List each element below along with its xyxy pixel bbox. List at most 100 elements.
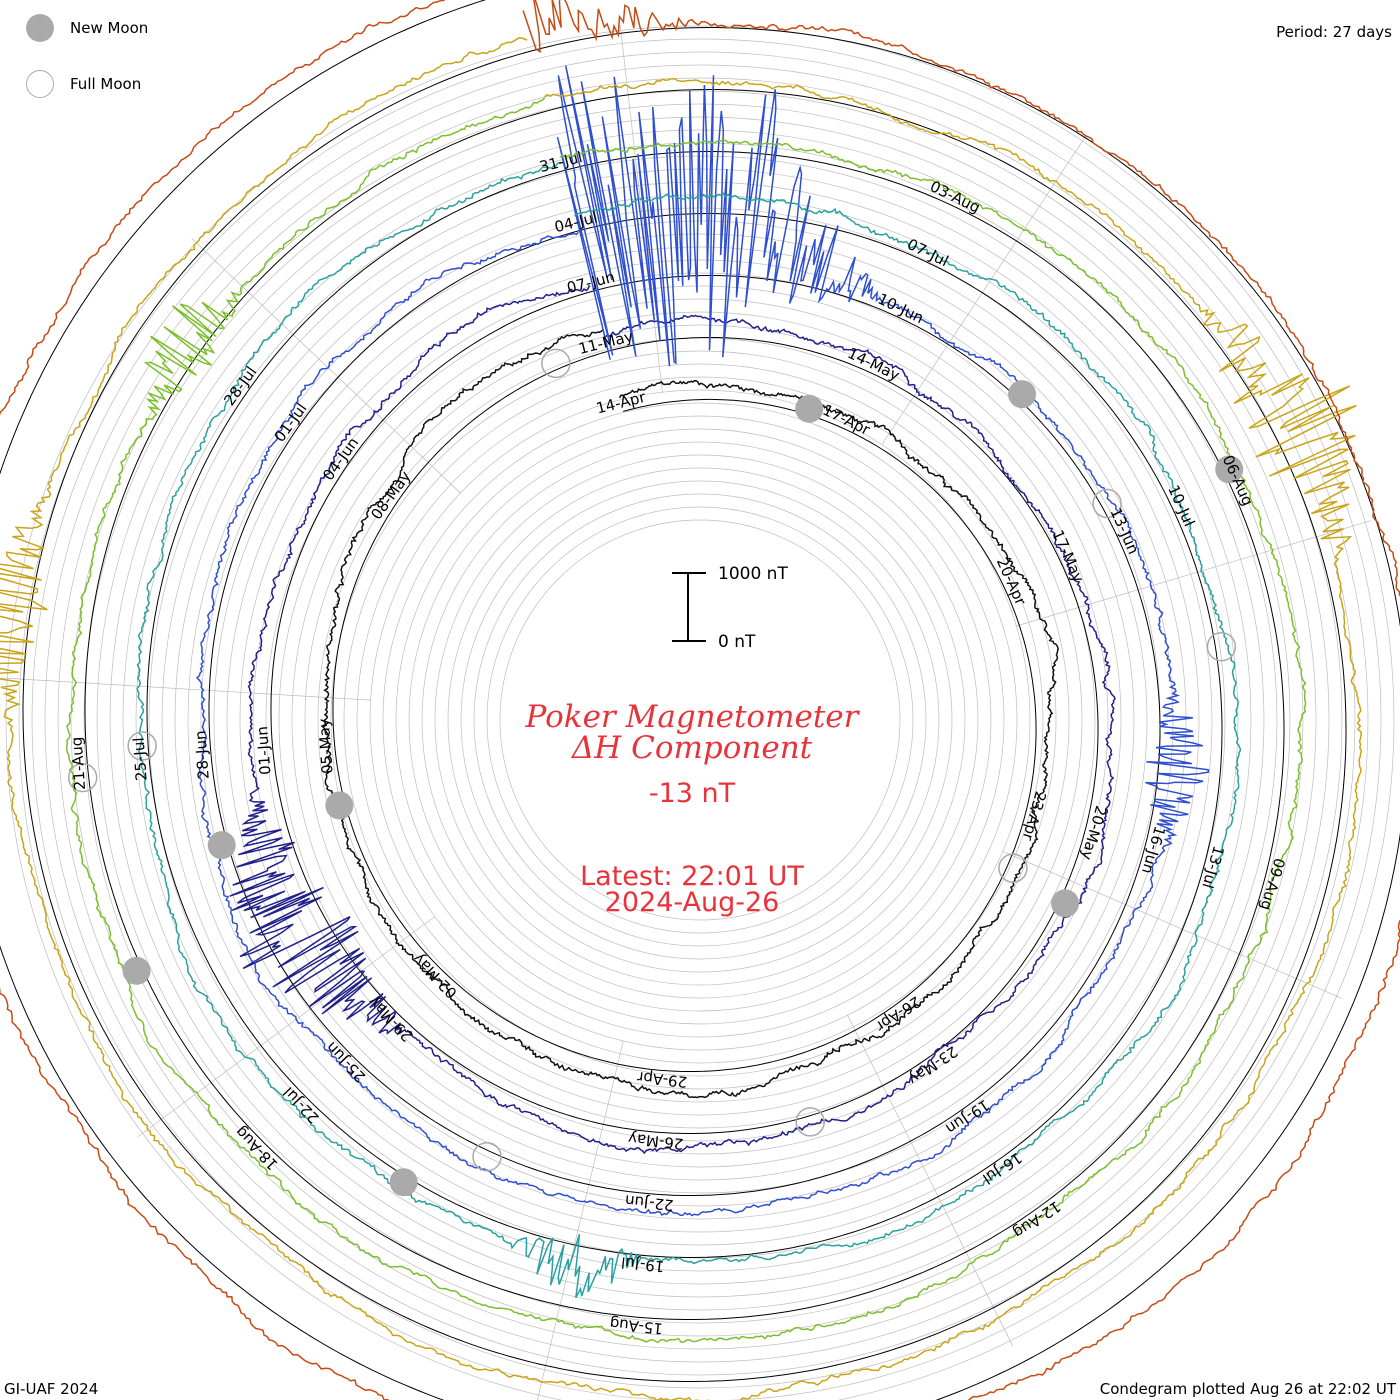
date-label: 15-Aug [609, 1314, 664, 1337]
date-label: 29-Apr [635, 1068, 688, 1091]
grid-ring [291, 311, 1109, 1129]
date-label: 23-Apr [1018, 789, 1049, 843]
grid-ring [200, 220, 1200, 1220]
grid-ring [252, 272, 1148, 1168]
new-moon-icon [26, 14, 54, 42]
grid-spoke [1002, 850, 1343, 999]
grid-ring [304, 324, 1096, 1116]
grid-ring [356, 376, 1044, 1064]
full-moon-marker [127, 731, 157, 761]
grid-ring [213, 233, 1187, 1207]
series-trace-1 [229, 284, 1116, 1155]
grid-ring [369, 389, 1031, 1051]
grid-ring [5, 25, 1395, 1400]
full-moon-marker [1206, 631, 1237, 662]
grid-ring [343, 363, 1057, 1077]
date-label: 01-Jun [253, 726, 274, 776]
date-label: 12-Aug [1010, 1197, 1064, 1242]
grid-ring [31, 51, 1369, 1389]
date-label: 13-Jun [1106, 505, 1142, 557]
latest-date: 2024-Aug-26 [605, 887, 780, 918]
date-label: 29-May [365, 993, 417, 1046]
new-moon-marker [1051, 889, 1080, 918]
grid-ring [408, 428, 992, 1012]
grid-ring [278, 298, 1122, 1142]
grid-spoke [537, 1040, 624, 1400]
grid-ring [382, 402, 1018, 1038]
full-moon-marker [1092, 488, 1122, 519]
grid-ring [44, 64, 1356, 1376]
legend-new-moon-label: New Moon [70, 19, 149, 37]
grid-spoke [191, 238, 461, 494]
date-label: 09-Aug [1257, 856, 1289, 912]
date-label: 23-May [905, 1042, 961, 1088]
grid-ring [96, 116, 1304, 1324]
full-moon-marker [541, 348, 571, 379]
grid-ring [460, 480, 940, 960]
legend-new-moon: New Moon [26, 14, 148, 42]
scale-bottom-label: 0 nT [718, 632, 756, 652]
grid-ring [18, 38, 1382, 1400]
legend-full-moon-label: Full Moon [70, 75, 142, 93]
new-moon-marker [389, 1168, 418, 1197]
grid-ring [434, 454, 966, 986]
date-label: 19-Jul [620, 1253, 665, 1275]
date-label: 14-May [845, 344, 903, 385]
latest-time: Latest: 22:01 UT [580, 861, 804, 892]
grid-ring [330, 350, 1070, 1090]
grid-spoke [137, 916, 436, 1138]
period-label: Period: 27 days [1276, 23, 1392, 41]
scale-bar: 1000 nT 0 nT [672, 564, 788, 652]
full-moon-icon [26, 70, 54, 98]
new-moon-marker [795, 394, 824, 423]
grid-rings [5, 25, 1395, 1400]
series-trace-3 [136, 162, 1242, 1299]
date-label: 05-May [315, 718, 337, 775]
new-moon-marker [325, 791, 354, 820]
full-moon-marker [67, 762, 98, 793]
date-label: 13-Jul [1198, 844, 1227, 891]
date-label: 22-Jul [280, 1083, 323, 1127]
date-label: 26-May [627, 1129, 684, 1153]
date-label: 22-Jun [624, 1191, 674, 1214]
grid-ring [421, 441, 979, 999]
grid-spoke [847, 1015, 1014, 1347]
series-trace-4 [65, 97, 1307, 1344]
grid-ring [109, 129, 1291, 1311]
credit-label: GI-UAF 2024 [4, 1380, 99, 1398]
full-moon-marker [998, 853, 1028, 883]
grid-spoke [1016, 520, 1372, 627]
grid-ring [486, 506, 914, 934]
date-label: 19-Jun [942, 1096, 993, 1138]
plotted-label: Condegram plotted Aug 26 at 22:02 UT [1099, 1380, 1396, 1398]
date-label: 26-Apr [872, 992, 924, 1035]
grid-ring [83, 103, 1317, 1337]
date-label: 20-Apr [993, 555, 1030, 609]
new-moon-marker [1215, 455, 1244, 484]
legend-full-moon: Full Moon [26, 70, 141, 98]
grid-ring [473, 493, 927, 947]
full-moon-marker [795, 1107, 825, 1137]
grid-ring [135, 155, 1265, 1285]
grid-ring [499, 519, 901, 921]
date-label: 28-Jun [191, 730, 212, 780]
grid-ring [395, 415, 1005, 1025]
current-value: -13 nT [649, 778, 736, 809]
chart-subtitle: ΔH Component [571, 730, 813, 766]
moon-markers [67, 348, 1244, 1197]
date-label: 10-Jun [875, 290, 927, 328]
date-label: 07-Jun [565, 268, 617, 297]
series-trace-5 [0, 36, 1363, 1400]
grid-ring [70, 90, 1330, 1350]
grid-spoke [1, 677, 371, 701]
scale-top-label: 1000 nT [718, 564, 788, 584]
chart-title: Poker Magnetometer [525, 699, 861, 735]
grid-ring [265, 285, 1135, 1155]
date-label: 25-Jun [322, 1038, 369, 1086]
new-moon-marker [207, 831, 236, 860]
date-label: 21-Aug [67, 736, 89, 791]
